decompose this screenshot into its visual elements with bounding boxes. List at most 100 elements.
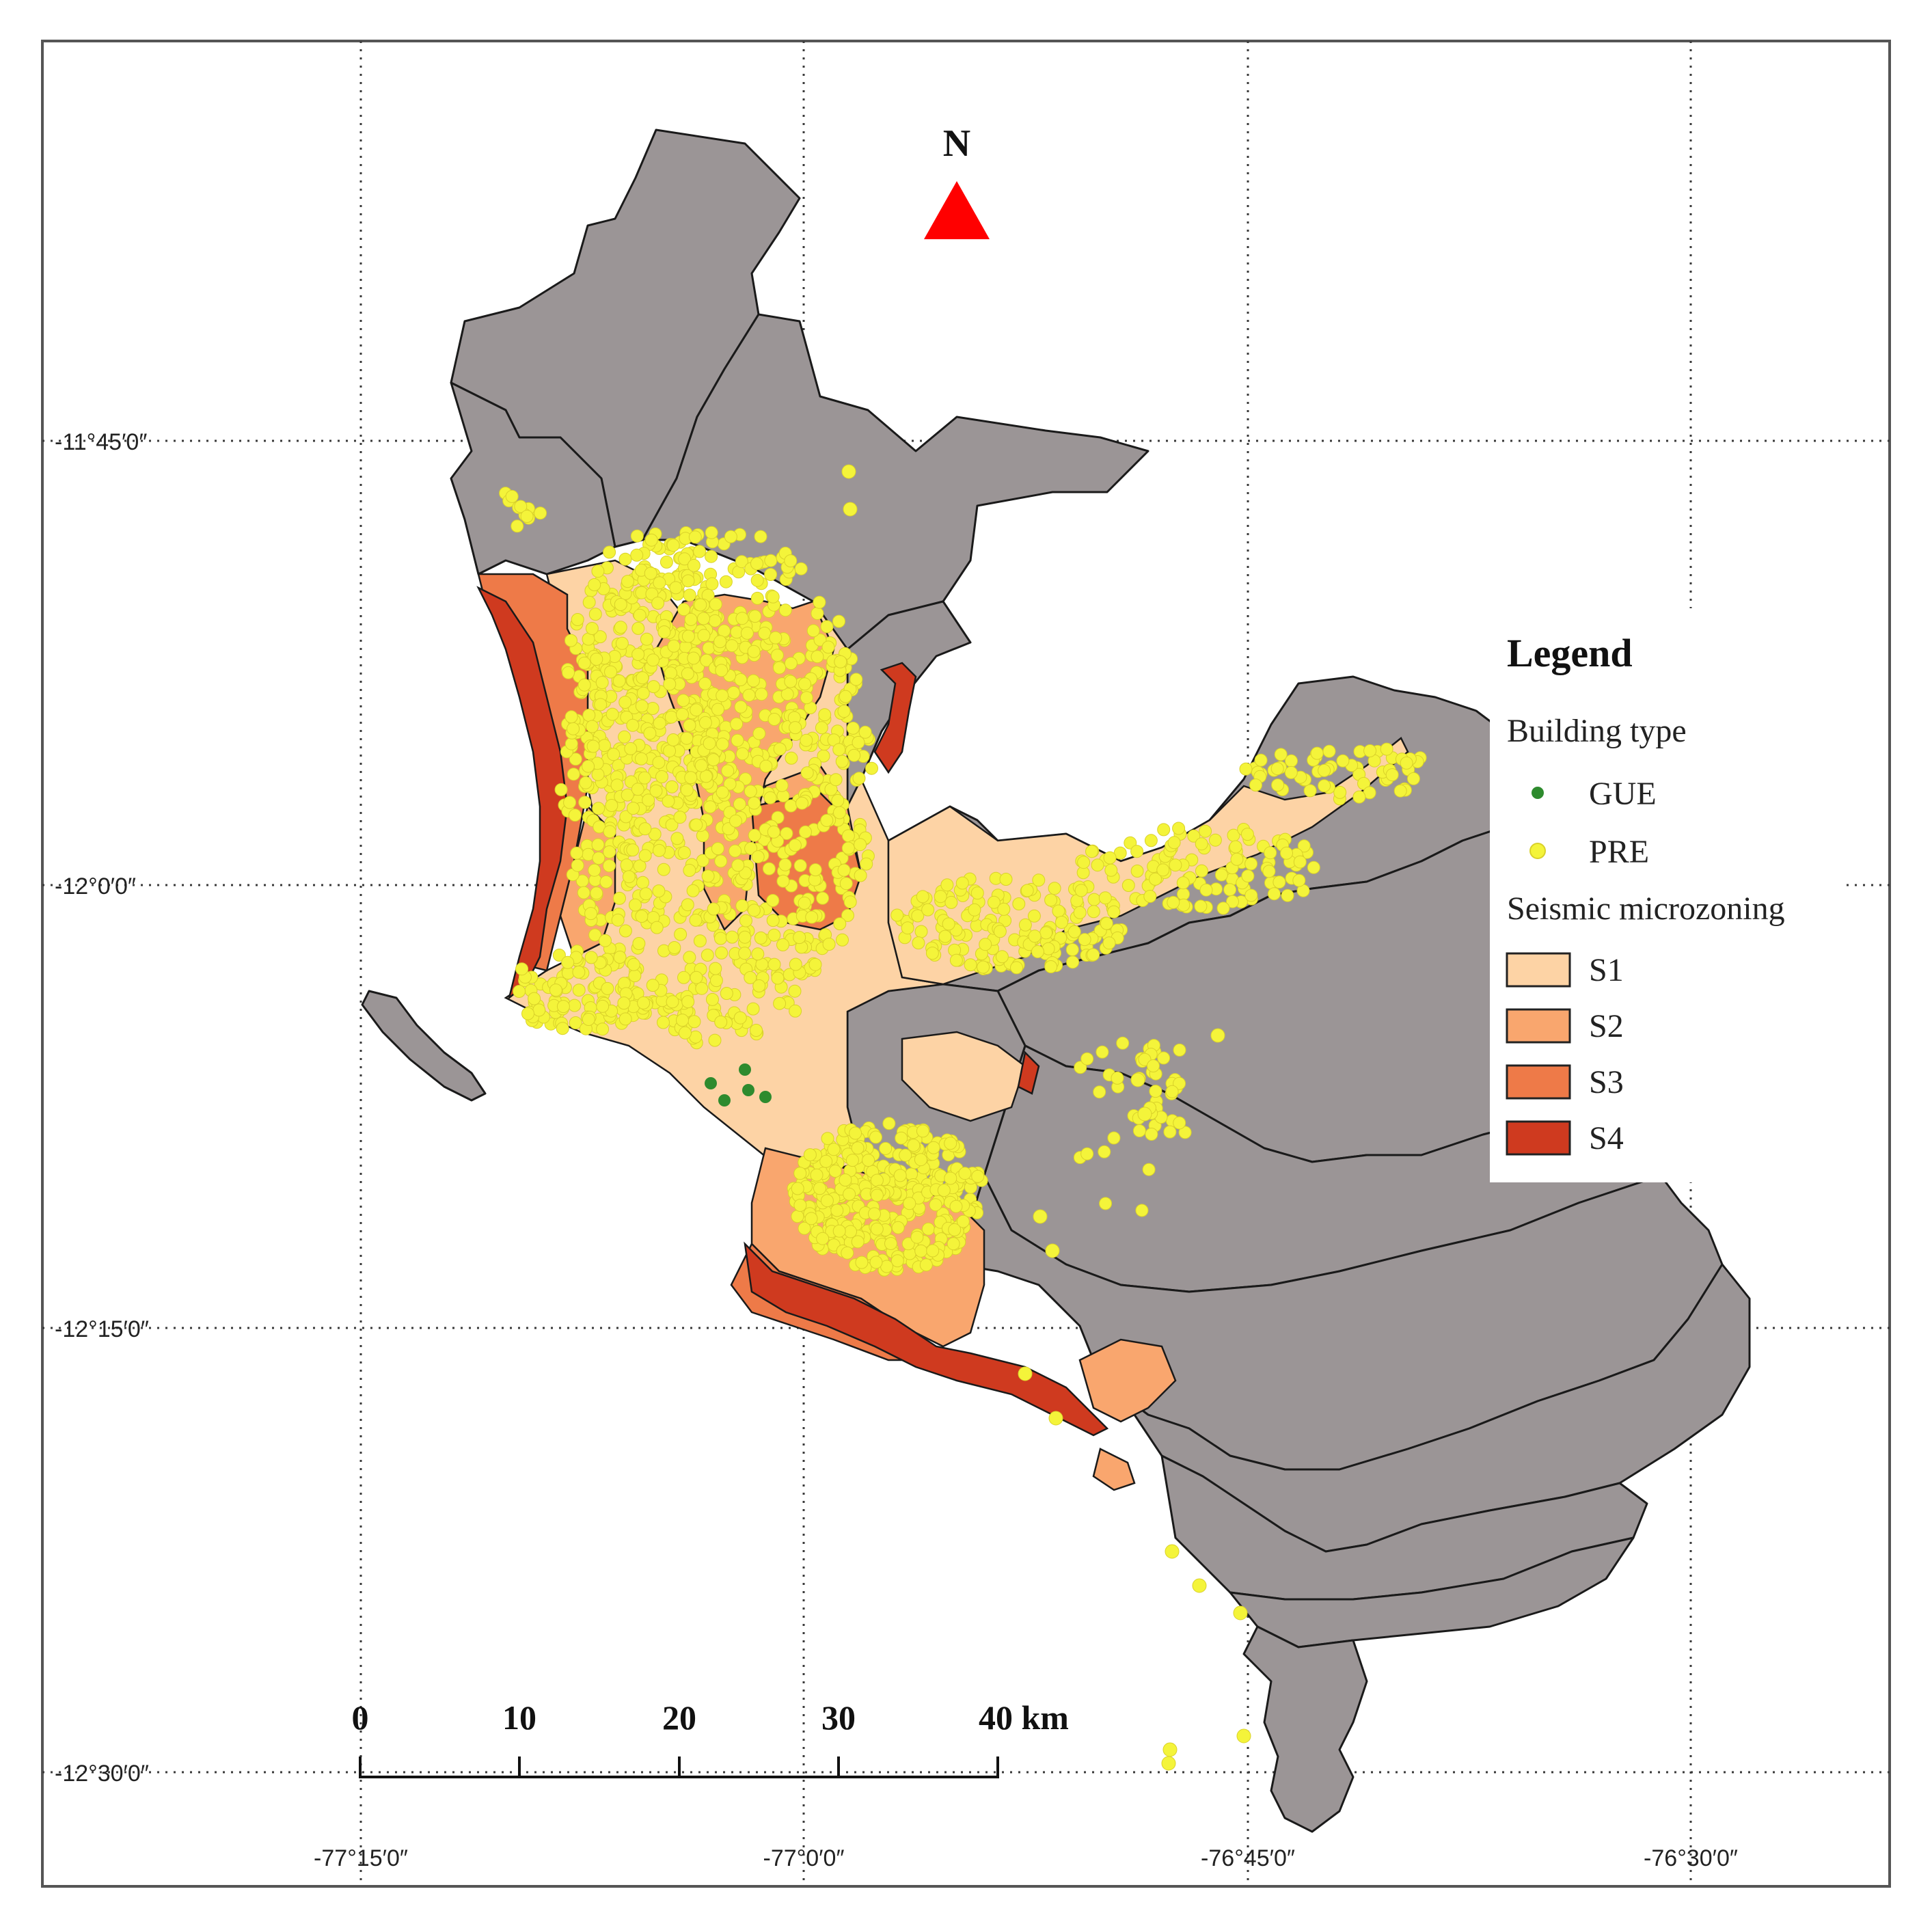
pre-point: [944, 895, 958, 909]
lat-label-4: -12°30′0″: [55, 1761, 149, 1787]
pre-point: [890, 1254, 904, 1268]
pre-point: [663, 677, 677, 691]
pre-point: [716, 737, 729, 751]
pre-point: [1027, 909, 1041, 923]
pre-point: [1165, 1544, 1180, 1559]
legend-s3-label: S3: [1589, 1064, 1624, 1100]
pre-point: [1357, 776, 1370, 790]
legend-s4-swatch: [1506, 1120, 1571, 1156]
lon-label-3: -76°45′0″: [1201, 1845, 1295, 1871]
pre-point: [1096, 1045, 1109, 1059]
pre-point: [841, 841, 855, 855]
pre-point: [903, 1197, 916, 1210]
pre-point: [1400, 756, 1413, 770]
pre-point: [911, 909, 925, 923]
pre-point: [1297, 839, 1311, 853]
pre-point: [1031, 945, 1044, 958]
pre-point: [995, 950, 1009, 964]
pre-point: [709, 974, 723, 988]
legend-s4-label: S4: [1589, 1120, 1624, 1156]
pre-point: [944, 1137, 957, 1150]
pre-point: [711, 703, 724, 716]
pre-point: [942, 917, 955, 931]
pre-point: [572, 965, 586, 979]
pre-point: [644, 567, 657, 580]
pre-point: [646, 979, 659, 992]
pre-point: [1163, 1125, 1177, 1139]
pre-point: [884, 1237, 897, 1250]
pre-point: [505, 489, 519, 503]
pre-point: [829, 773, 843, 787]
pre-point: [719, 575, 733, 588]
pre-point: [647, 680, 660, 694]
pre-point: [1264, 846, 1277, 860]
pre-point: [563, 796, 577, 809]
pre-point: [1124, 836, 1137, 850]
pre-point: [627, 802, 640, 815]
legend-s1-label: S1: [1589, 952, 1624, 988]
pre-point: [705, 577, 719, 591]
pre-point: [1195, 837, 1208, 851]
pre-point: [569, 752, 582, 766]
pre-point: [556, 1000, 570, 1014]
legend-s2-label: S2: [1589, 1008, 1624, 1044]
pre-point: [694, 598, 707, 612]
pre-point: [1254, 753, 1268, 767]
pre-point: [794, 562, 808, 575]
pre-point: [852, 735, 865, 749]
pre-point: [827, 1143, 841, 1156]
pre-point: [776, 938, 789, 951]
pre-point: [734, 700, 748, 714]
pre-point: [657, 863, 670, 876]
pre-point: [596, 999, 610, 1013]
pre-point: [748, 610, 762, 623]
pre-point: [1239, 762, 1253, 776]
pre-point: [1240, 828, 1254, 841]
pre-point: [725, 930, 739, 944]
pre-point: [837, 863, 851, 877]
pre-point: [1078, 933, 1091, 947]
pre-point: [1274, 748, 1288, 761]
pre-point: [977, 960, 990, 974]
pre-point: [657, 1016, 670, 1029]
pre-point: [1310, 746, 1324, 760]
pre-point: [730, 717, 744, 731]
pre-point: [944, 1171, 957, 1185]
pre-point: [621, 788, 634, 802]
pre-point: [702, 641, 716, 655]
pre-point: [1226, 895, 1239, 908]
pre-point: [773, 661, 786, 675]
pre-point: [927, 1141, 940, 1154]
pre-point: [1199, 824, 1212, 838]
pre-point: [1270, 762, 1284, 776]
pre-point: [586, 720, 599, 733]
pre-point: [1149, 872, 1162, 886]
pre-point: [1162, 1742, 1178, 1757]
pre-point: [832, 614, 845, 628]
pre-point: [841, 1246, 854, 1260]
pre-point: [910, 1230, 924, 1244]
pre-point: [830, 1204, 844, 1217]
pre-point: [820, 1194, 834, 1208]
pre-point: [649, 784, 663, 798]
pre-point: [594, 698, 608, 711]
pre-point: [666, 995, 679, 1009]
pre-point: [688, 1015, 701, 1029]
pre-point: [636, 686, 650, 700]
pre-point: [621, 575, 634, 588]
pre-point: [644, 533, 658, 547]
pre-point: [622, 870, 636, 884]
pre-point: [694, 759, 708, 772]
pre-point: [1292, 873, 1306, 887]
pre-point: [750, 591, 764, 605]
pre-point: [633, 859, 647, 873]
pre-point: [773, 742, 787, 756]
pre-point: [521, 1007, 534, 1020]
pre-point: [568, 999, 582, 1012]
pre-point: [684, 771, 698, 785]
pre-point: [602, 859, 616, 873]
pre-point: [676, 707, 689, 721]
pre-point: [1116, 1036, 1130, 1050]
pre-point: [845, 1154, 859, 1167]
pre-point: [729, 844, 742, 858]
